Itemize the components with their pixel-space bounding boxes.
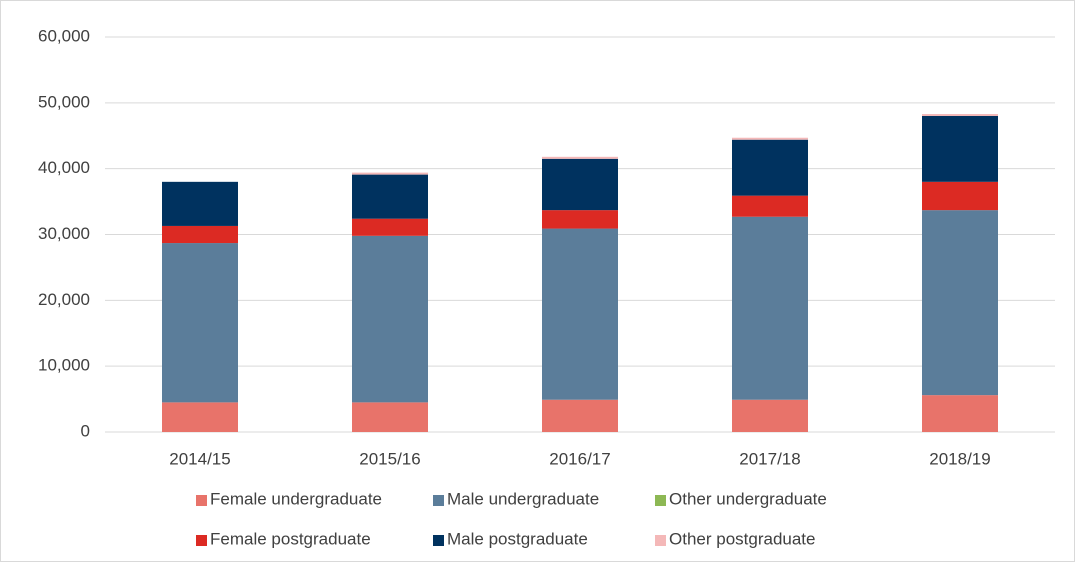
legend-label: Other undergraduate [669, 489, 827, 508]
bar-segment [732, 216, 808, 400]
bar-segment [922, 116, 998, 182]
y-tick-label: 20,000 [38, 290, 90, 309]
y-tick-label: 0 [81, 421, 90, 440]
bar-segment [352, 218, 428, 236]
bar-segment [542, 228, 618, 400]
bar-segment [352, 235, 428, 403]
legend-swatch [196, 495, 207, 506]
bar-segment [162, 181, 238, 226]
bar-segment [162, 402, 238, 432]
bar-segment [922, 210, 998, 396]
bar-segment [352, 172, 428, 175]
bar-segment [542, 210, 618, 229]
legend-swatch [433, 495, 444, 506]
bar-segment [732, 137, 808, 140]
legend-label: Male postgraduate [447, 529, 588, 548]
bar-segment [352, 402, 428, 432]
bar-segment [732, 399, 808, 432]
y-tick-label: 60,000 [38, 26, 90, 45]
bar-segment [542, 158, 618, 211]
legend-swatch [433, 535, 444, 546]
y-tick-label: 10,000 [38, 356, 90, 375]
x-tick-label: 2015/16 [359, 449, 420, 468]
bar-segment [922, 114, 998, 116]
x-tick-label: 2014/15 [169, 449, 230, 468]
bar-segment [732, 139, 808, 196]
bar-segment [922, 395, 998, 432]
x-tick-label: 2018/19 [929, 449, 990, 468]
legend-swatch [196, 535, 207, 546]
legend-swatch [655, 495, 666, 506]
bar-segment [352, 174, 428, 219]
bar-segment [922, 181, 998, 211]
x-tick-label: 2016/17 [549, 449, 610, 468]
x-tick-label: 2017/18 [739, 449, 800, 468]
y-tick-label: 40,000 [38, 158, 90, 177]
bar-segment [542, 156, 618, 159]
legend-label: Male undergraduate [447, 489, 599, 508]
legend-swatch [655, 535, 666, 546]
bar-segment [162, 225, 238, 244]
bar-segment [732, 195, 808, 217]
legend-label: Female postgraduate [210, 529, 371, 548]
bar-segment [162, 243, 238, 403]
legend-label: Other postgraduate [669, 529, 815, 548]
legend-label: Female undergraduate [210, 489, 382, 508]
bar-segment [542, 399, 618, 432]
y-tick-label: 30,000 [38, 224, 90, 243]
y-tick-label: 50,000 [38, 92, 90, 111]
